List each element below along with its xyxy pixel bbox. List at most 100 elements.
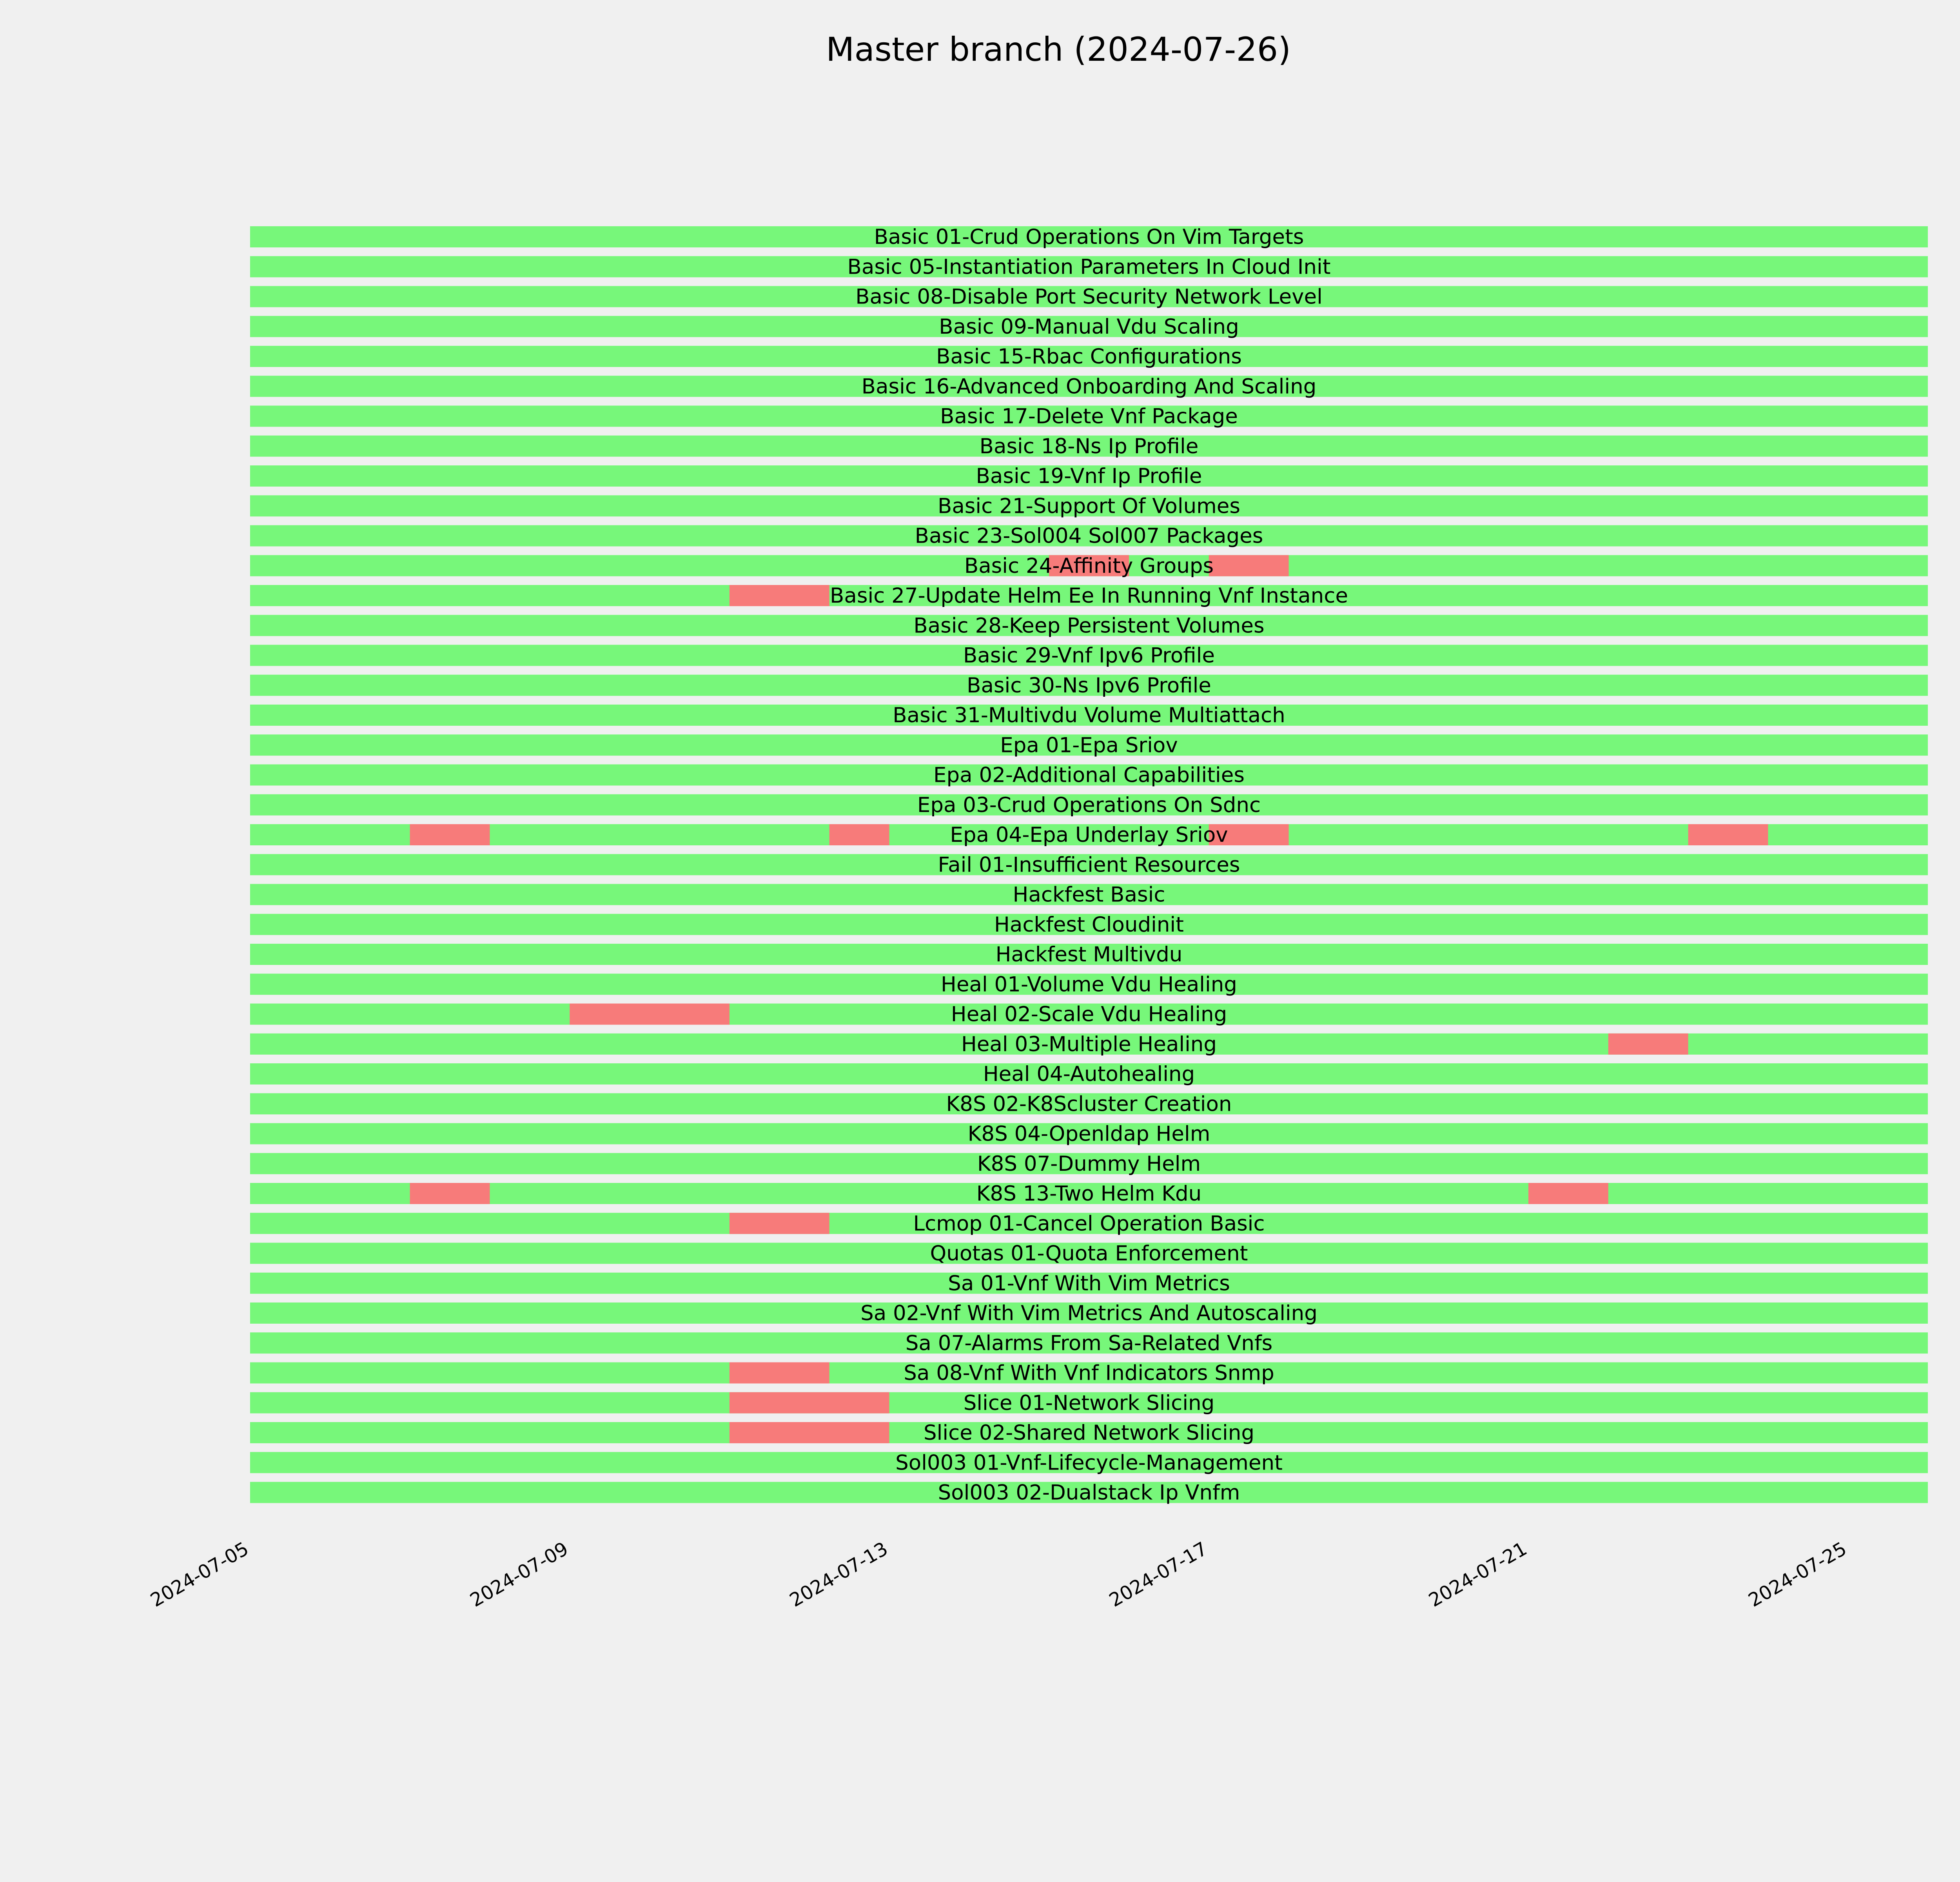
x-tick-label: 2024-07-05: [147, 1538, 252, 1611]
test-lane: Basic 31-Multivdu Volume Multiattach: [250, 703, 1928, 727]
pass-bar: [250, 1243, 1928, 1264]
pass-bar: [250, 674, 1928, 696]
pass-bar: [250, 1482, 1928, 1503]
test-lane: Basic 30-Ns Ipv6 Profile: [250, 674, 1928, 698]
test-lane: Lcmop 01-Cancel Operation Basic: [250, 1212, 1928, 1235]
pass-bar: [250, 854, 1928, 876]
test-name-label: Basic 24-Affinity Groups: [964, 554, 1214, 578]
test-name-label: Lcmop 01-Cancel Operation Basic: [913, 1212, 1265, 1235]
pass-bar: [250, 705, 1928, 726]
x-tick-label: 2024-07-13: [786, 1538, 892, 1611]
test-lane: Quotas 01-Quota Enforcement: [250, 1242, 1928, 1266]
pass-bar: [250, 1392, 1928, 1413]
test-lane: Fail 01-Insufficient Resources: [250, 853, 1928, 877]
fail-bar: [729, 585, 829, 606]
test-name-label: Sa 02-Vnf With Vim Metrics And Autoscali…: [860, 1301, 1318, 1325]
test-lane: K8S 04-Openldap Helm: [250, 1122, 1928, 1146]
test-name-label: Basic 31-Multivdu Volume Multiattach: [893, 703, 1285, 727]
test-name-label: Fail 01-Insufficient Resources: [938, 853, 1240, 877]
test-name-label: Epa 03-Crud Operations On Sdnc: [917, 793, 1261, 817]
pass-bar: [250, 615, 1928, 636]
test-lane: K8S 13-Two Helm Kdu: [250, 1182, 1928, 1206]
pass-bar: [250, 974, 1928, 995]
test-lane: Epa 03-Crud Operations On Sdnc: [250, 793, 1928, 817]
fail-bar: [729, 1213, 829, 1234]
test-lane: Heal 01-Volume Vdu Healing: [250, 972, 1928, 996]
test-lane: Basic 16-Advanced Onboarding And Scaling: [250, 374, 1928, 398]
test-lane: K8S 07-Dummy Helm: [250, 1152, 1928, 1176]
test-lane: Sa 02-Vnf With Vim Metrics And Autoscali…: [250, 1301, 1928, 1325]
test-name-label: Basic 23-Sol004 Sol007 Packages: [915, 524, 1263, 548]
test-lane: Basic 08-Disable Port Security Network L…: [250, 285, 1928, 309]
test-name-label: Epa 02-Additional Capabilities: [933, 763, 1245, 787]
test-lane: Basic 29-Vnf Ipv6 Profile: [250, 644, 1928, 668]
test-name-label: Hackfest Multivdu: [996, 943, 1183, 966]
test-name-label: Sol003 01-Vnf-Lifecycle-Management: [895, 1451, 1283, 1475]
test-name-label: K8S 02-K8Scluster Creation: [946, 1092, 1232, 1116]
test-lane: Heal 03-Multiple Healing: [250, 1032, 1928, 1056]
test-name-label: Basic 15-Rbac Configurations: [936, 345, 1242, 369]
test-name-label: Basic 29-Vnf Ipv6 Profile: [963, 644, 1215, 668]
test-lane: Epa 04-Epa Underlay Sriov: [250, 823, 1928, 847]
pass-bar: [250, 914, 1928, 935]
test-name-label: Hackfest Cloudinit: [994, 913, 1184, 937]
pass-bar: [250, 256, 1928, 278]
test-lane: Epa 02-Additional Capabilities: [250, 763, 1928, 787]
fail-bar: [1049, 555, 1129, 576]
pass-bar: [250, 944, 1928, 965]
test-lane: Basic 27-Update Helm Ee In Running Vnf I…: [250, 584, 1928, 608]
test-lane: Slice 02-Shared Network Slicing: [250, 1421, 1928, 1445]
fail-bar: [729, 1392, 889, 1413]
pass-bar: [250, 1422, 1928, 1443]
test-name-label: Basic 08-Disable Port Security Network L…: [855, 285, 1323, 309]
chart-title: Master branch (2024-07-26): [826, 30, 1291, 69]
pass-bar: [250, 1213, 1928, 1234]
test-name-label: Basic 27-Update Helm Ee In Running Vnf I…: [830, 584, 1348, 608]
test-name-label: Heal 04-Autohealing: [983, 1062, 1195, 1086]
pass-bar: [250, 824, 1928, 845]
pass-bar: [250, 1303, 1928, 1324]
test-lane: Basic 01-Crud Operations On Vim Targets: [250, 225, 1928, 249]
test-name-label: Heal 02-Scale Vdu Healing: [951, 1003, 1227, 1026]
fail-bar: [1209, 555, 1289, 576]
fail-bar: [570, 1003, 730, 1025]
test-name-label: Sol003 02-Dualstack Ip Vnfm: [938, 1481, 1240, 1505]
test-lane: Hackfest Multivdu: [250, 943, 1928, 966]
test-lane: Heal 04-Autohealing: [250, 1062, 1928, 1086]
pass-bar: [250, 1063, 1928, 1085]
test-lane: Sa 01-Vnf With Vim Metrics: [250, 1272, 1928, 1295]
test-name-label: Epa 04-Epa Underlay Sriov: [950, 823, 1228, 847]
fail-bar: [1608, 1033, 1688, 1055]
pass-bar: [250, 1003, 1928, 1025]
pass-bar: [250, 465, 1928, 487]
pass-bar: [250, 1272, 1928, 1294]
test-lane: Basic 19-Vnf Ip Profile: [250, 464, 1928, 488]
pass-bar: [250, 376, 1928, 397]
test-lane: Basic 17-Delete Vnf Package: [250, 405, 1928, 429]
test-name-label: Basic 30-Ns Ipv6 Profile: [967, 674, 1211, 698]
fail-bar: [410, 1183, 490, 1204]
test-name-label: Quotas 01-Quota Enforcement: [930, 1242, 1248, 1266]
test-lane: Sol003 02-Dualstack Ip Vnfm: [250, 1481, 1928, 1505]
test-lane: Basic 05-Instantiation Parameters In Clo…: [250, 255, 1928, 279]
pass-bar: [250, 1183, 1928, 1204]
pass-bar: [250, 585, 1928, 606]
test-lane: Basic 15-Rbac Configurations: [250, 345, 1928, 369]
test-name-label: Heal 03-Multiple Healing: [961, 1032, 1217, 1056]
test-lane: Basic 18-Ns Ip Profile: [250, 434, 1928, 458]
test-lane: K8S 02-K8Scluster Creation: [250, 1092, 1928, 1116]
test-lane: Basic 21-Support Of Volumes: [250, 494, 1928, 518]
pass-bar: [250, 734, 1928, 756]
test-name-label: Basic 01-Crud Operations On Vim Targets: [874, 225, 1304, 249]
pass-bar: [250, 1093, 1928, 1115]
fail-bar: [1528, 1183, 1608, 1204]
test-lane: Basic 23-Sol004 Sol007 Packages: [250, 524, 1928, 548]
pass-bar: [250, 525, 1928, 547]
pass-bar: [250, 346, 1928, 367]
pass-bar: [250, 794, 1928, 816]
x-axis-ticks: 2024-07-05 2024-07-09 2024-07-13 2024-07-17…: [147, 1538, 1850, 1611]
test-lane: Slice 01-Network Slicing: [250, 1391, 1928, 1415]
test-name-label: Slice 02-Shared Network Slicing: [924, 1421, 1254, 1445]
test-lane: Sol003 01-Vnf-Lifecycle-Management: [250, 1451, 1928, 1475]
test-name-label: Sa 07-Alarms From Sa-Related Vnfs: [906, 1331, 1272, 1355]
